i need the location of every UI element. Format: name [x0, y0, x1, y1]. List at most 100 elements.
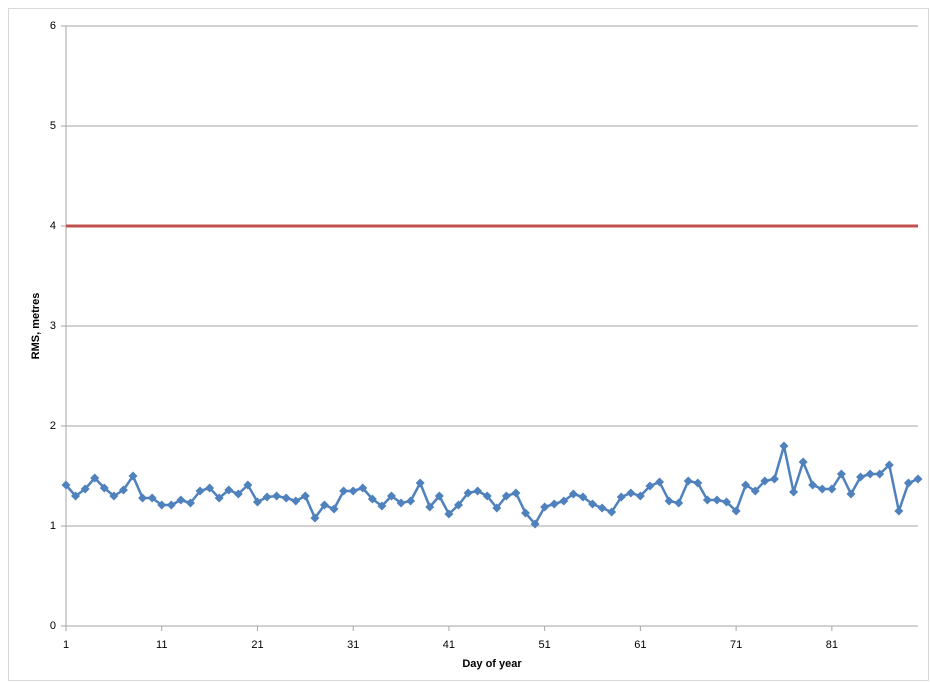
marker — [291, 496, 301, 506]
marker — [655, 477, 665, 487]
marker — [693, 478, 703, 488]
marker — [903, 478, 913, 488]
marker — [473, 486, 483, 496]
x-tick-label: 11 — [156, 639, 167, 651]
marker — [281, 493, 291, 503]
marker — [166, 500, 176, 510]
x-axis-title: Day of year — [462, 658, 522, 670]
marker — [616, 492, 626, 502]
marker — [300, 491, 310, 501]
marker — [568, 489, 578, 499]
marker — [214, 493, 224, 503]
marker — [185, 498, 195, 508]
marker — [348, 486, 358, 496]
marker — [444, 509, 454, 519]
marker — [894, 506, 904, 516]
marker — [406, 496, 416, 506]
x-tick-label: 1 — [63, 639, 69, 651]
marker — [434, 491, 444, 501]
y-tick-label: 6 — [50, 20, 56, 32]
marker — [147, 493, 157, 503]
marker — [319, 500, 329, 510]
y-tick-label: 0 — [50, 620, 56, 632]
chart-frame — [8, 8, 929, 681]
x-tick-label: 31 — [347, 639, 359, 651]
y-tick-label: 3 — [50, 320, 56, 332]
x-tick-label: 61 — [634, 639, 646, 651]
series-line — [65, 444, 919, 526]
y-tick-label: 2 — [50, 420, 56, 432]
marker — [415, 478, 425, 488]
marker — [71, 491, 81, 501]
marker — [645, 481, 655, 491]
marker — [846, 489, 856, 499]
y-axis-title: RMS, metres — [30, 293, 42, 360]
marker — [195, 486, 205, 496]
marker — [702, 495, 712, 505]
marker — [205, 483, 215, 493]
marker — [176, 495, 186, 505]
marker — [272, 491, 282, 501]
marker — [559, 496, 569, 506]
marker — [367, 494, 377, 504]
marker — [252, 497, 262, 507]
marker — [128, 471, 138, 481]
marker — [90, 473, 100, 483]
marker — [482, 491, 492, 501]
x-tick-label: 81 — [826, 639, 838, 651]
marker — [722, 497, 732, 507]
marker — [61, 480, 71, 490]
x-tick-label: 71 — [730, 639, 742, 651]
marker — [157, 500, 167, 510]
marker — [779, 441, 789, 451]
marker — [109, 491, 119, 501]
x-tick-label: 51 — [539, 639, 551, 651]
marker — [377, 501, 387, 511]
marker — [224, 485, 234, 495]
marker — [386, 491, 396, 501]
marker — [626, 488, 636, 498]
marker — [798, 457, 808, 467]
marker — [635, 491, 645, 501]
marker — [607, 507, 617, 517]
marker — [712, 495, 722, 505]
marker — [683, 476, 693, 486]
marker — [865, 469, 875, 479]
marker — [492, 503, 502, 513]
x-tick-label: 41 — [443, 639, 455, 651]
marker — [339, 486, 349, 496]
marker — [511, 488, 521, 498]
marker — [80, 484, 90, 494]
marker — [884, 460, 894, 470]
marker — [262, 492, 272, 502]
marker — [358, 483, 368, 493]
marker — [827, 484, 837, 494]
x-tick-label: 21 — [251, 639, 263, 651]
marker — [875, 469, 885, 479]
marker — [99, 483, 109, 493]
marker — [769, 474, 779, 484]
y-tick-label: 1 — [50, 520, 56, 532]
marker — [463, 488, 473, 498]
marker — [138, 493, 148, 503]
marker — [453, 500, 463, 510]
marker — [664, 496, 674, 506]
marker — [396, 498, 406, 508]
marker — [310, 513, 320, 523]
marker — [856, 472, 866, 482]
marker — [836, 469, 846, 479]
marker — [243, 480, 253, 490]
marker — [731, 506, 741, 516]
marker — [521, 508, 531, 518]
marker — [760, 476, 770, 486]
marker — [501, 491, 511, 501]
marker — [549, 499, 559, 509]
marker — [808, 480, 818, 490]
y-tick-label: 5 — [50, 120, 56, 132]
marker — [588, 499, 598, 509]
marker — [540, 502, 550, 512]
marker — [674, 498, 684, 508]
marker — [913, 474, 923, 484]
marker — [750, 486, 760, 496]
